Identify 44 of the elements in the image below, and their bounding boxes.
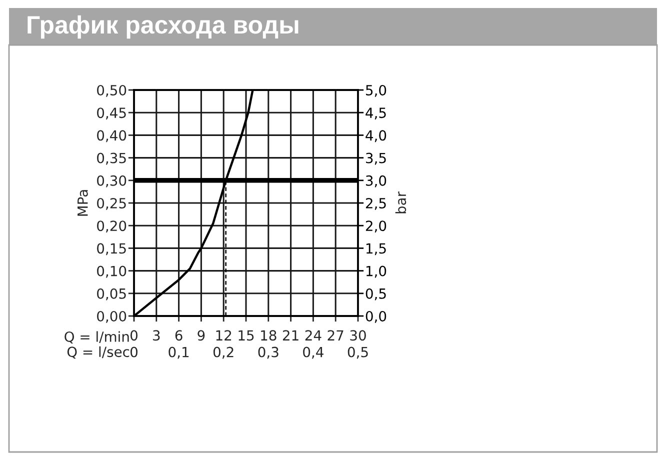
y-axis-title: MPa (78, 190, 88, 216)
x-tick-label: 0 (130, 330, 138, 341)
chart-title: График расхода воды (28, 15, 298, 39)
x-tick-label: 27 (328, 330, 344, 340)
y-tick-label: 0,10 (97, 266, 126, 278)
y2-tick-label: 2,5 (366, 198, 386, 210)
x-tick-label: 18 (261, 330, 276, 341)
y-tick-label: 0,30 (97, 175, 126, 188)
y-tick-label: 0,45 (97, 108, 126, 120)
x-tick-label: 3 (153, 330, 160, 341)
x-axis-title: Q = l/min (64, 331, 129, 344)
x2-tick-label: 0,5 (348, 346, 368, 359)
y-tick-label: 0,15 (97, 243, 126, 256)
y2-tick-label: 0,5 (366, 288, 386, 300)
x2-tick-label: 0 (130, 346, 138, 358)
y-tick-label: 0,00 (97, 310, 126, 323)
y2-tick-label: 2,0 (366, 220, 386, 232)
y2-tick-label: 3,0 (366, 175, 386, 188)
y-tick-label: 0,05 (97, 288, 126, 300)
y-tick-label: 0,50 (97, 84, 126, 97)
x2-tick-label: 0,4 (303, 346, 324, 359)
y2-tick-label: 1,5 (366, 243, 386, 256)
y2-axis-title: bar (395, 191, 406, 214)
x-tick-label: 24 (305, 330, 322, 340)
x-tick-label: 30 (350, 330, 366, 341)
x-tick-label: 12 (216, 330, 232, 340)
y2-tick-label: 4,0 (366, 130, 386, 142)
x2-axis-title: Q = l/sec (67, 346, 130, 359)
x-tick-label: 6 (175, 330, 182, 341)
x-tick-label: 21 (282, 330, 298, 340)
y-tick-label: 0,25 (97, 198, 126, 210)
y2-tick-label: 4,5 (366, 108, 386, 120)
x2-tick-label: 0,2 (213, 346, 234, 359)
y2-tick-label: 5,0 (366, 84, 386, 97)
y2-tick-label: 3,5 (366, 152, 386, 165)
x2-tick-label: 0,1 (168, 346, 189, 359)
x-tick-label: 15 (238, 330, 254, 341)
x-tick-label: 9 (198, 330, 205, 341)
y2-tick-label: 0,0 (366, 310, 386, 323)
x2-tick-label: 0,3 (258, 346, 278, 359)
y-tick-label: 0,35 (97, 152, 126, 165)
y-tick-label: 0,40 (97, 130, 126, 142)
y2-tick-label: 1,0 (366, 266, 386, 278)
y-tick-label: 0,20 (97, 220, 126, 232)
